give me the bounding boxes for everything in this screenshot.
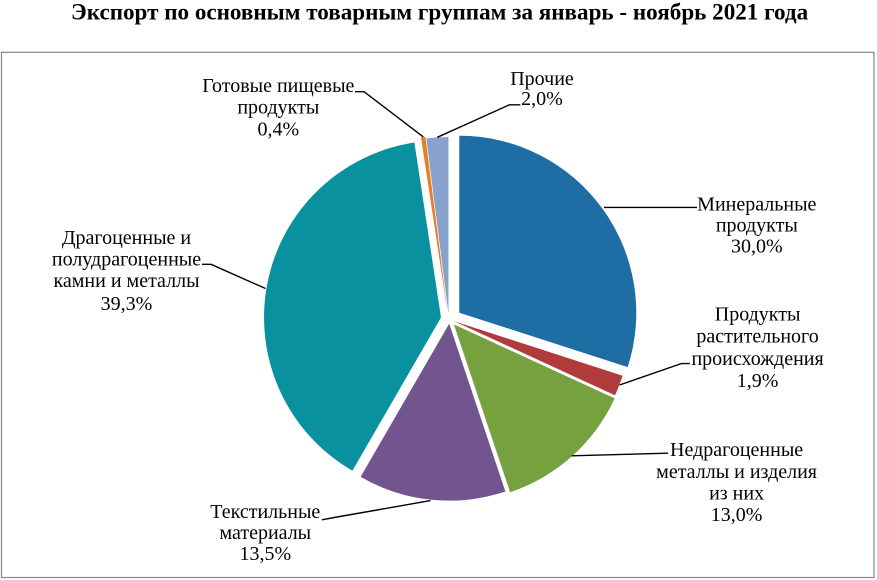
svg-text:металлы и изделия: металлы и изделия: [656, 461, 817, 483]
svg-text:Экспорт по основным товарным г: Экспорт по основным товарным группам за …: [71, 0, 809, 25]
svg-text:продукты: продукты: [237, 96, 319, 118]
svg-text:Готовые пищевые: Готовые пищевые: [202, 75, 354, 97]
svg-text:13,5%: 13,5%: [239, 543, 291, 565]
svg-text:30,0%: 30,0%: [731, 236, 783, 258]
svg-text:Драгоценные и: Драгоценные и: [62, 227, 192, 249]
svg-text:Текстильные: Текстильные: [210, 501, 320, 523]
svg-text:2,0%: 2,0%: [521, 88, 563, 110]
svg-text:13,0%: 13,0%: [711, 504, 763, 526]
svg-text:материалы: материалы: [219, 522, 311, 544]
svg-text:0,4%: 0,4%: [257, 118, 299, 140]
svg-text:Прочие: Прочие: [510, 68, 574, 90]
svg-text:Минеральные: Минеральные: [697, 194, 816, 216]
svg-text:полудрагоценные: полудрагоценные: [52, 248, 201, 270]
svg-text:растительного: растительного: [696, 326, 818, 348]
svg-text:из них: из них: [709, 482, 764, 504]
svg-text:продукты: продукты: [716, 215, 798, 237]
svg-text:39,3%: 39,3%: [101, 293, 153, 315]
svg-text:происхождения: происхождения: [691, 348, 823, 370]
svg-text:Недрагоценные: Недрагоценные: [670, 439, 803, 461]
svg-text:1,9%: 1,9%: [737, 370, 779, 392]
svg-text:камни и металлы: камни и металлы: [53, 270, 199, 292]
svg-text:Продукты: Продукты: [715, 304, 801, 326]
